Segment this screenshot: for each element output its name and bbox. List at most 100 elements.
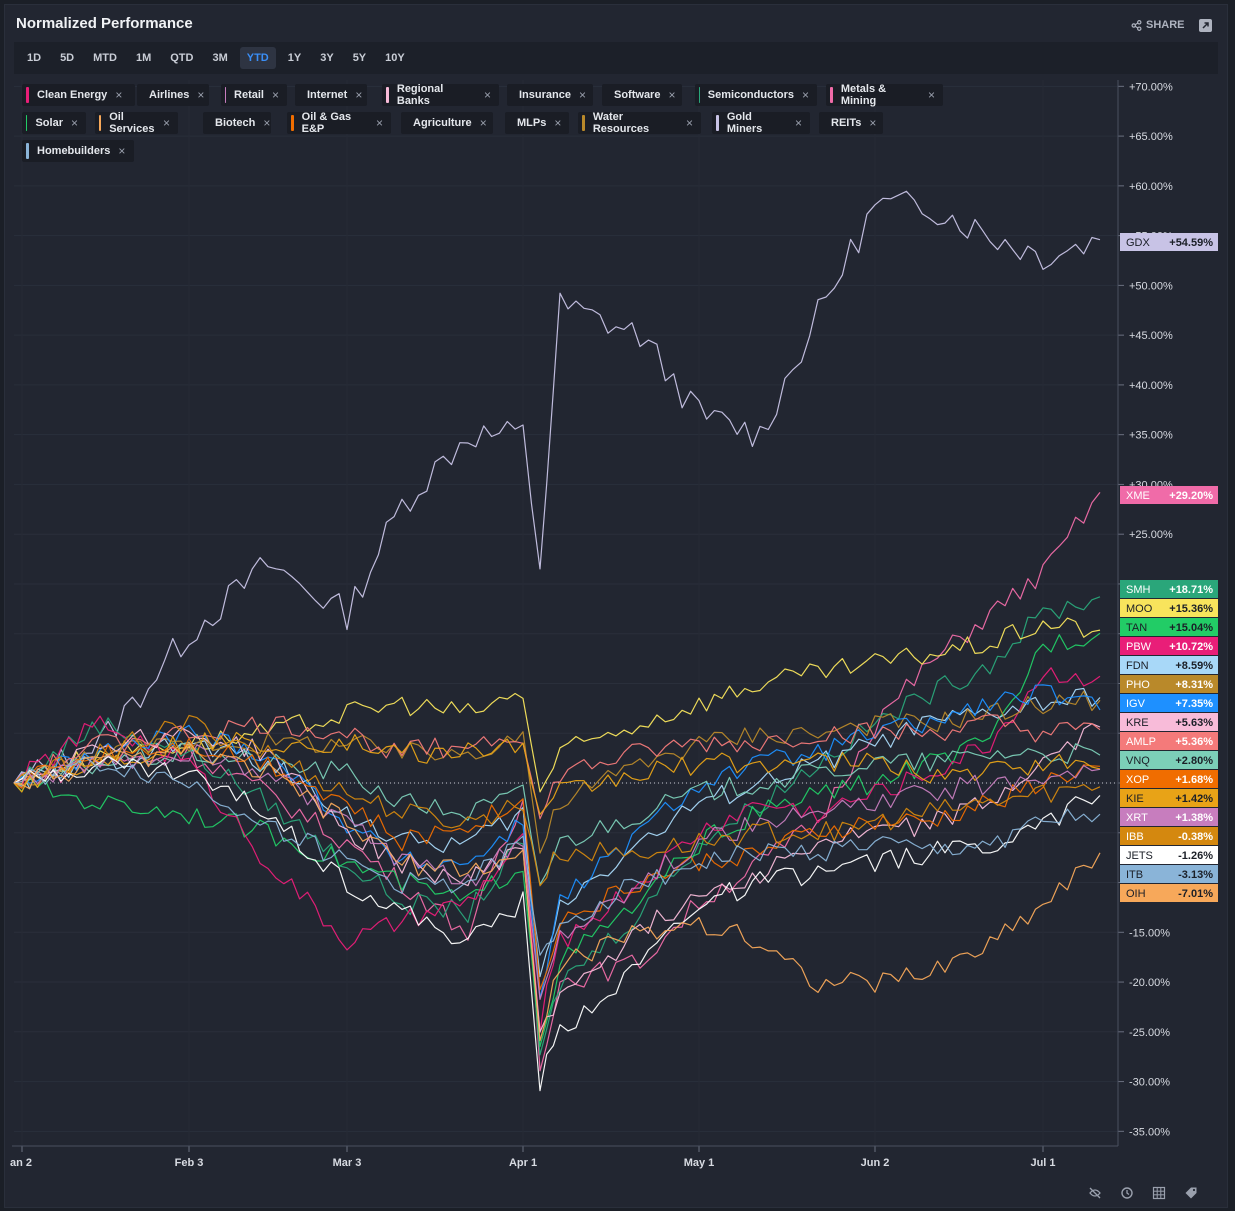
page-title: Normalized Performance — [16, 15, 193, 32]
range-button-1d[interactable]: 1D — [27, 52, 42, 64]
series-line-pho — [13, 690, 1101, 854]
close-icon[interactable]: × — [162, 116, 170, 130]
range-button-1m[interactable]: 1M — [135, 52, 152, 64]
close-icon[interactable]: × — [479, 116, 487, 130]
series-line-kie — [13, 731, 1101, 815]
legend-chip[interactable]: Homebuilders × — [22, 140, 134, 162]
close-icon[interactable]: × — [554, 116, 562, 130]
range-button-mtd[interactable]: MTD — [93, 52, 117, 64]
legend-chip[interactable]: Solar × — [22, 112, 86, 134]
y-tick-label: +25.00% — [1129, 529, 1173, 541]
legend-chip[interactable]: Software × — [602, 84, 682, 106]
close-icon[interactable]: × — [801, 88, 809, 102]
series-value-label: -3.13% — [1178, 869, 1213, 881]
series-line-amlp — [13, 714, 1101, 820]
close-icon[interactable]: × — [685, 116, 693, 130]
range-button-5d[interactable]: 5D — [60, 52, 75, 64]
series-ticker-label: XME — [1126, 490, 1150, 502]
y-tick-label: -30.00% — [1129, 1077, 1170, 1089]
legend-chip[interactable]: REITs × — [819, 112, 883, 134]
range-button-qtd[interactable]: QTD — [170, 52, 194, 64]
series-ticker-label: OIH — [1126, 888, 1146, 900]
close-icon[interactable]: × — [483, 88, 491, 102]
range-button-ytd[interactable]: YTD — [239, 47, 276, 69]
series-value-badge — [1120, 675, 1218, 693]
range-button-3y[interactable]: 3Y — [320, 52, 334, 64]
legend-chip[interactable]: Metals & Mining × — [826, 83, 943, 107]
close-icon[interactable]: × — [375, 116, 383, 130]
series-line-tan — [13, 632, 1101, 1048]
series-value-badge — [1120, 486, 1218, 504]
tag-icon[interactable] — [1184, 1186, 1198, 1200]
chart-tools — [1088, 1186, 1198, 1200]
legend-swatch — [26, 143, 29, 159]
legend-chip[interactable]: Oil Services × — [95, 111, 178, 135]
legend-swatch — [99, 115, 102, 131]
range-button-10y[interactable]: 10Y — [385, 52, 405, 64]
legend-chip[interactable]: MLPs × — [505, 112, 569, 134]
series-value-label: +10.72% — [1169, 641, 1213, 653]
legend-chip[interactable]: Agriculture × — [401, 112, 493, 134]
close-icon[interactable]: × — [263, 116, 271, 130]
y-tick-label: -25.00% — [1129, 1027, 1170, 1039]
series-value-badge — [1120, 599, 1218, 617]
legend-chip[interactable]: Biotech × — [203, 112, 271, 134]
close-icon[interactable]: × — [578, 88, 586, 102]
range-button-5y[interactable]: 5Y — [352, 52, 367, 64]
series-value-badge — [1120, 865, 1218, 883]
close-icon[interactable]: × — [869, 116, 877, 130]
legend-label: Software — [614, 89, 661, 101]
series-ticker-label: JETS — [1126, 850, 1153, 862]
hide-crosshair-icon[interactable] — [1088, 1186, 1102, 1200]
legend-chip[interactable]: Insurance × — [507, 84, 593, 106]
reset-zoom-icon[interactable] — [1120, 1186, 1134, 1200]
series-ticker-label: VNQ — [1126, 755, 1150, 767]
series-ticker-label: PHO — [1126, 679, 1150, 691]
series-value-label: -7.01% — [1178, 888, 1213, 900]
y-tick-label: -15.00% — [1129, 927, 1170, 939]
close-icon[interactable]: × — [355, 88, 363, 102]
close-icon[interactable]: × — [118, 144, 126, 158]
close-icon[interactable]: × — [115, 88, 123, 102]
expand-icon — [1202, 22, 1209, 29]
share-label: SHARE — [1146, 19, 1185, 31]
range-button-1y[interactable]: 1Y — [287, 52, 302, 64]
series-line-xrt — [13, 744, 1101, 1000]
legend-chip[interactable]: Internet × — [295, 84, 367, 106]
range-button-3m[interactable]: 3M — [212, 52, 228, 64]
legend-chip[interactable]: Water Resources × — [578, 111, 701, 135]
y-tick-label: +60.00% — [1129, 181, 1173, 193]
legend-chip[interactable]: Gold Miners × — [712, 111, 810, 135]
series-line-xme — [13, 492, 1101, 1072]
series-value-label: +8.59% — [1175, 660, 1213, 672]
y-tick-label: +40.00% — [1129, 380, 1173, 392]
series-value-label: +18.71% — [1169, 584, 1213, 596]
series-value-label: +7.35% — [1175, 698, 1213, 710]
legend-chip[interactable]: Retail × — [221, 84, 287, 106]
grid-icon[interactable] — [1152, 1186, 1166, 1200]
expand-button[interactable] — [1199, 19, 1212, 32]
legend-chip[interactable]: Regional Banks × — [382, 83, 499, 107]
series-value-label: +2.80% — [1175, 755, 1213, 767]
y-tick-label: -35.00% — [1129, 1126, 1170, 1138]
series-line-gdx — [13, 190, 1101, 784]
share-button[interactable]: SHARE — [1131, 19, 1185, 31]
close-icon[interactable]: × — [927, 88, 935, 102]
series-value-badge — [1120, 846, 1218, 864]
close-icon[interactable]: × — [668, 88, 676, 102]
series-ticker-label: GDX — [1126, 237, 1151, 249]
series-line-oih — [13, 741, 1101, 1042]
legend-label: Agriculture — [413, 117, 472, 129]
close-icon[interactable]: × — [794, 116, 802, 130]
legend-chip[interactable]: Clean Energy × — [22, 84, 135, 106]
legend-label: Homebuilders — [37, 145, 111, 157]
close-icon[interactable]: × — [197, 88, 205, 102]
legend-chip[interactable]: Oil & Gas E&P × — [287, 111, 391, 135]
share-icon — [1131, 19, 1142, 31]
close-icon[interactable]: × — [271, 88, 279, 102]
legend-chip[interactable]: Airlines × — [137, 84, 209, 106]
close-icon[interactable]: × — [70, 116, 78, 130]
x-tick-label: Apr 1 — [509, 1157, 537, 1169]
legend-chip[interactable]: Semiconductors × — [695, 84, 817, 106]
